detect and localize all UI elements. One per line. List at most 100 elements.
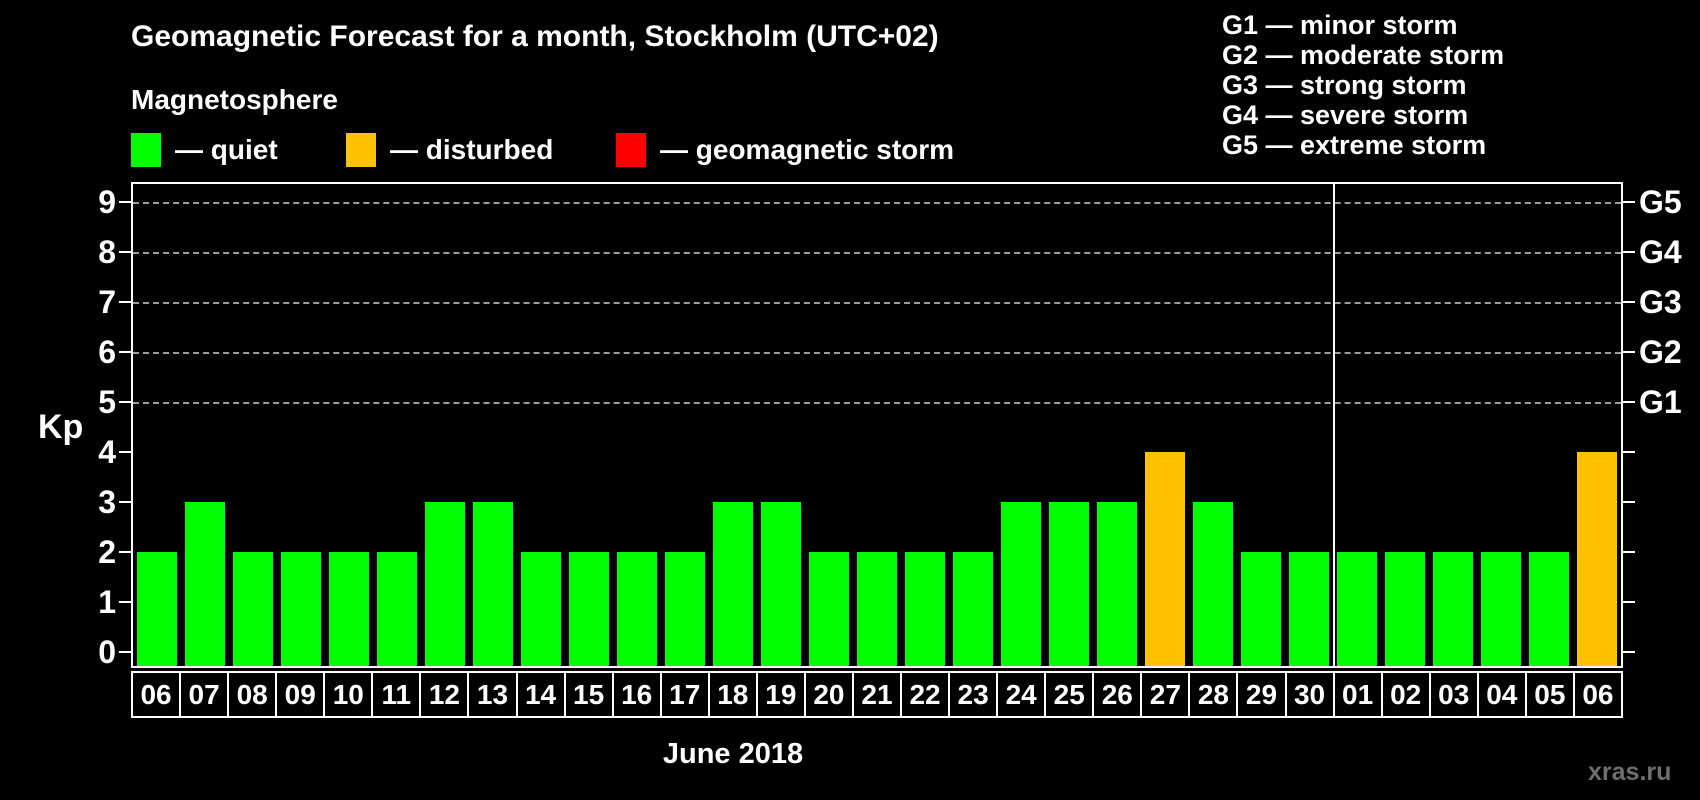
bar-day-10 bbox=[328, 552, 370, 666]
bar-day-20 bbox=[808, 552, 850, 666]
bar-day-12 bbox=[424, 502, 466, 666]
bar-day-29 bbox=[1240, 552, 1282, 666]
y-tick-label-3: 3 bbox=[98, 484, 116, 520]
y-tick-right-1 bbox=[1623, 601, 1635, 603]
month-separator-line bbox=[1333, 184, 1335, 666]
y-tick-right-5 bbox=[1623, 401, 1635, 403]
day-label-12: 12 bbox=[421, 673, 470, 716]
y-tick-label-6: 6 bbox=[98, 334, 116, 370]
day-label-16: 16 bbox=[614, 673, 662, 716]
bar-day-23 bbox=[952, 552, 994, 666]
day-label-30: 30 bbox=[1287, 673, 1335, 716]
bar-day-21 bbox=[856, 552, 898, 666]
g-tick-label-G1: G1 bbox=[1639, 384, 1682, 420]
gridline-kp-7 bbox=[133, 302, 1621, 304]
bar-day-26 bbox=[1096, 502, 1138, 666]
y-tick-label-0: 0 bbox=[98, 634, 116, 670]
bar-day-22 bbox=[904, 552, 946, 666]
bar-day-07 bbox=[184, 502, 226, 666]
legend-item-label: — quiet bbox=[175, 134, 278, 165]
day-label-19: 19 bbox=[758, 673, 806, 716]
bar-day-04 bbox=[1480, 552, 1522, 666]
y-tick-label-9: 9 bbox=[98, 184, 116, 220]
magnetosphere-label: Magnetosphere bbox=[131, 84, 338, 115]
day-label-08: 08 bbox=[229, 673, 278, 716]
g-legend-line: G1 — minor storm bbox=[1222, 10, 1458, 40]
g-legend-line: G5 — extreme storm bbox=[1222, 130, 1487, 160]
day-label-13: 13 bbox=[469, 673, 518, 716]
day-label-06: 06 bbox=[1582, 678, 1614, 710]
y-tick-right-4 bbox=[1623, 451, 1635, 453]
y-tick-left-3 bbox=[119, 501, 131, 503]
bar-day-27 bbox=[1144, 452, 1186, 666]
y-tick-label-2: 2 bbox=[98, 534, 116, 570]
day-label-23: 23 bbox=[950, 673, 999, 716]
day-label-24: 24 bbox=[998, 673, 1047, 716]
bar-day-14 bbox=[520, 552, 562, 666]
y-tick-label-8: 8 bbox=[98, 234, 116, 270]
bar-day-25 bbox=[1048, 502, 1090, 666]
gridline-kp-6 bbox=[133, 352, 1621, 354]
bar-day-13 bbox=[472, 502, 514, 666]
g-tick-label-G2: G2 bbox=[1639, 334, 1682, 370]
y-tick-left-6 bbox=[119, 351, 131, 353]
y-axis-label: Kp bbox=[38, 408, 84, 446]
day-label-06: 06 bbox=[133, 673, 182, 716]
day-label-21: 21 bbox=[854, 673, 902, 716]
day-label-20: 20 bbox=[806, 673, 854, 716]
day-label-11: 11 bbox=[373, 673, 422, 716]
y-tick-right-6 bbox=[1623, 351, 1635, 353]
day-label-15: 15 bbox=[566, 673, 614, 716]
y-tick-right-8 bbox=[1623, 251, 1635, 253]
quiet-swatch-icon bbox=[131, 133, 161, 167]
day-label-29: 29 bbox=[1238, 673, 1287, 716]
bar-day-03 bbox=[1432, 552, 1474, 666]
y-tick-label-1: 1 bbox=[98, 584, 116, 620]
plot-inner bbox=[133, 184, 1621, 666]
bar-day-06 bbox=[136, 552, 178, 666]
y-tick-right-9 bbox=[1623, 201, 1635, 203]
g-legend-line: G3 — strong storm bbox=[1222, 70, 1467, 100]
bar-day-28 bbox=[1192, 502, 1234, 666]
day-label-09: 09 bbox=[277, 673, 326, 716]
day-label-07: 07 bbox=[181, 673, 230, 716]
x-axis-day-labels: 06 07 08 09 10 11 12 13 14 15 16 17 18 19 20 21 22 23 24 25… bbox=[131, 671, 1623, 718]
day-label-25: 25 bbox=[1046, 673, 1095, 716]
gridline-kp-8 bbox=[133, 252, 1621, 254]
day-label-18: 18 bbox=[710, 673, 758, 716]
y-tick-right-2 bbox=[1623, 551, 1635, 553]
bar-day-15 bbox=[568, 552, 610, 666]
y-tick-right-7 bbox=[1623, 301, 1635, 303]
bar-day-09 bbox=[280, 552, 322, 666]
bar-day-16 bbox=[616, 552, 658, 666]
g-tick-label-G5: G5 bbox=[1639, 184, 1682, 220]
bar-day-11 bbox=[376, 552, 418, 666]
y-tick-left-1 bbox=[119, 601, 131, 603]
day-label-10: 10 bbox=[325, 673, 374, 716]
bar-day-06 bbox=[1576, 452, 1618, 666]
bar-day-17 bbox=[664, 552, 706, 666]
gridline-kp-5 bbox=[133, 402, 1621, 404]
bar-day-05 bbox=[1528, 552, 1570, 666]
g-storm-legend: G1 — minor storm G2 — moderate storm G3 — … bbox=[1222, 10, 1504, 160]
day-label-04: 04 bbox=[1479, 673, 1527, 716]
g-tick-label-G3: G3 bbox=[1639, 284, 1682, 320]
y-tick-left-4 bbox=[119, 451, 131, 453]
bar-day-18 bbox=[712, 502, 754, 666]
day-label-14: 14 bbox=[518, 673, 566, 716]
bar-day-30 bbox=[1288, 552, 1330, 666]
g-legend-line: G2 — moderate storm bbox=[1222, 40, 1505, 70]
bar-day-19 bbox=[760, 502, 802, 666]
day-label-27: 27 bbox=[1142, 673, 1191, 716]
page-title: Geomagnetic Forecast for a month, Stockh… bbox=[131, 20, 939, 53]
y-tick-label-5: 5 bbox=[98, 384, 116, 420]
g-legend-line: G4 — severe storm bbox=[1222, 100, 1469, 130]
bar-day-02 bbox=[1384, 552, 1426, 666]
day-label-26: 26 bbox=[1094, 673, 1143, 716]
day-label-17: 17 bbox=[662, 673, 710, 716]
gridline-kp-9 bbox=[133, 202, 1621, 204]
y-tick-right-0 bbox=[1623, 651, 1635, 653]
month-caption: June 2018 bbox=[662, 738, 804, 770]
y-tick-left-9 bbox=[119, 201, 131, 203]
